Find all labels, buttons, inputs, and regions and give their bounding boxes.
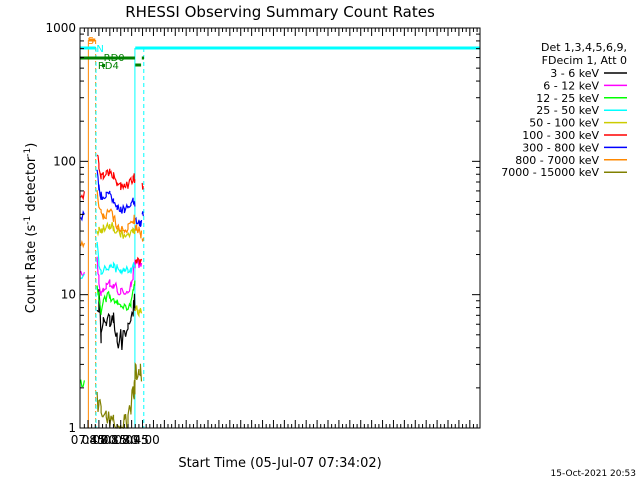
legend-header: FDecim 1, Att 0 (542, 54, 627, 67)
series-line (134, 305, 143, 318)
legend-entry-label: 12 - 25 keV (536, 92, 599, 105)
series-line (141, 211, 144, 217)
y-tick-label: 1000 (45, 21, 76, 35)
series-line (80, 191, 85, 201)
decimation-marker (102, 64, 106, 67)
legend: Det 1,3,4,5,6,9,FDecim 1, Att 03 - 6 keV… (501, 41, 627, 179)
series-line (80, 239, 85, 249)
series-line (134, 224, 143, 239)
legend-entry-label: 7000 - 15000 keV (501, 166, 599, 179)
series-line (141, 182, 144, 190)
series-line (96, 289, 136, 351)
plot-frame (79, 27, 481, 429)
y-label-end: ) (24, 143, 39, 148)
flag-annotation: S (88, 36, 94, 47)
legend-entry-label: 50 - 100 keV (529, 117, 599, 130)
series-line (80, 379, 85, 388)
x-tick-label: 09:00 (125, 433, 160, 447)
series-line (96, 361, 143, 430)
series-line (96, 241, 136, 276)
y-label-sup2: -1 (23, 148, 33, 157)
y-tick-label: 100 (53, 154, 76, 168)
series-line (80, 273, 85, 279)
x-axis-label: Start Time (05-Jul-07 07:34:02) (178, 456, 381, 471)
y-label-main: Count Rate (s (24, 225, 39, 314)
flag-annotation: RD0 (104, 53, 125, 64)
legend-entry-label: 3 - 6 keV (550, 67, 599, 80)
y-axis: 1 10 100 1000 (45, 21, 480, 435)
legend-entry-label: 300 - 800 keV (522, 141, 599, 154)
series-line (96, 169, 136, 214)
flag-annotation: RD4 (98, 61, 119, 72)
x-tick-label: 08:45 (114, 433, 149, 447)
y-label-mid: detector (24, 156, 39, 216)
x-tick-label: 08:30 (103, 433, 138, 447)
y-tick-label: 1 (68, 421, 76, 435)
series-line (134, 216, 143, 228)
x-tick-label: 08:15 (93, 433, 128, 447)
y-axis-label: Count Rate (s-1 detector-1) (23, 143, 39, 314)
series-layer (80, 154, 144, 430)
timestamp: 15-Oct-2021 20:53 (551, 469, 636, 479)
legend-entry-label: 800 - 7000 keV (515, 154, 599, 167)
series-line (96, 221, 136, 239)
x-tick-label: 07:45 (71, 433, 106, 447)
legend-entry-label: 25 - 50 keV (536, 104, 599, 117)
y-label-sup1: -1 (23, 216, 33, 225)
chart-title: RHESSI Observing Summary Count Rates (125, 3, 435, 21)
legend-entry-label: 6 - 12 keV (543, 79, 599, 92)
x-tick-label: 08:00 (82, 433, 117, 447)
series-line (96, 190, 136, 235)
series-line (134, 256, 143, 265)
series-line (80, 270, 85, 277)
series-line (96, 280, 136, 315)
legend-entry-label: 100 - 300 keV (522, 129, 599, 142)
series-line (141, 237, 144, 242)
series-line (96, 154, 136, 191)
legend-header: Det 1,3,4,5,6,9, (541, 41, 627, 54)
y-tick-label: 10 (61, 288, 76, 302)
flag-annotation: N (96, 44, 103, 55)
series-line (80, 210, 85, 222)
